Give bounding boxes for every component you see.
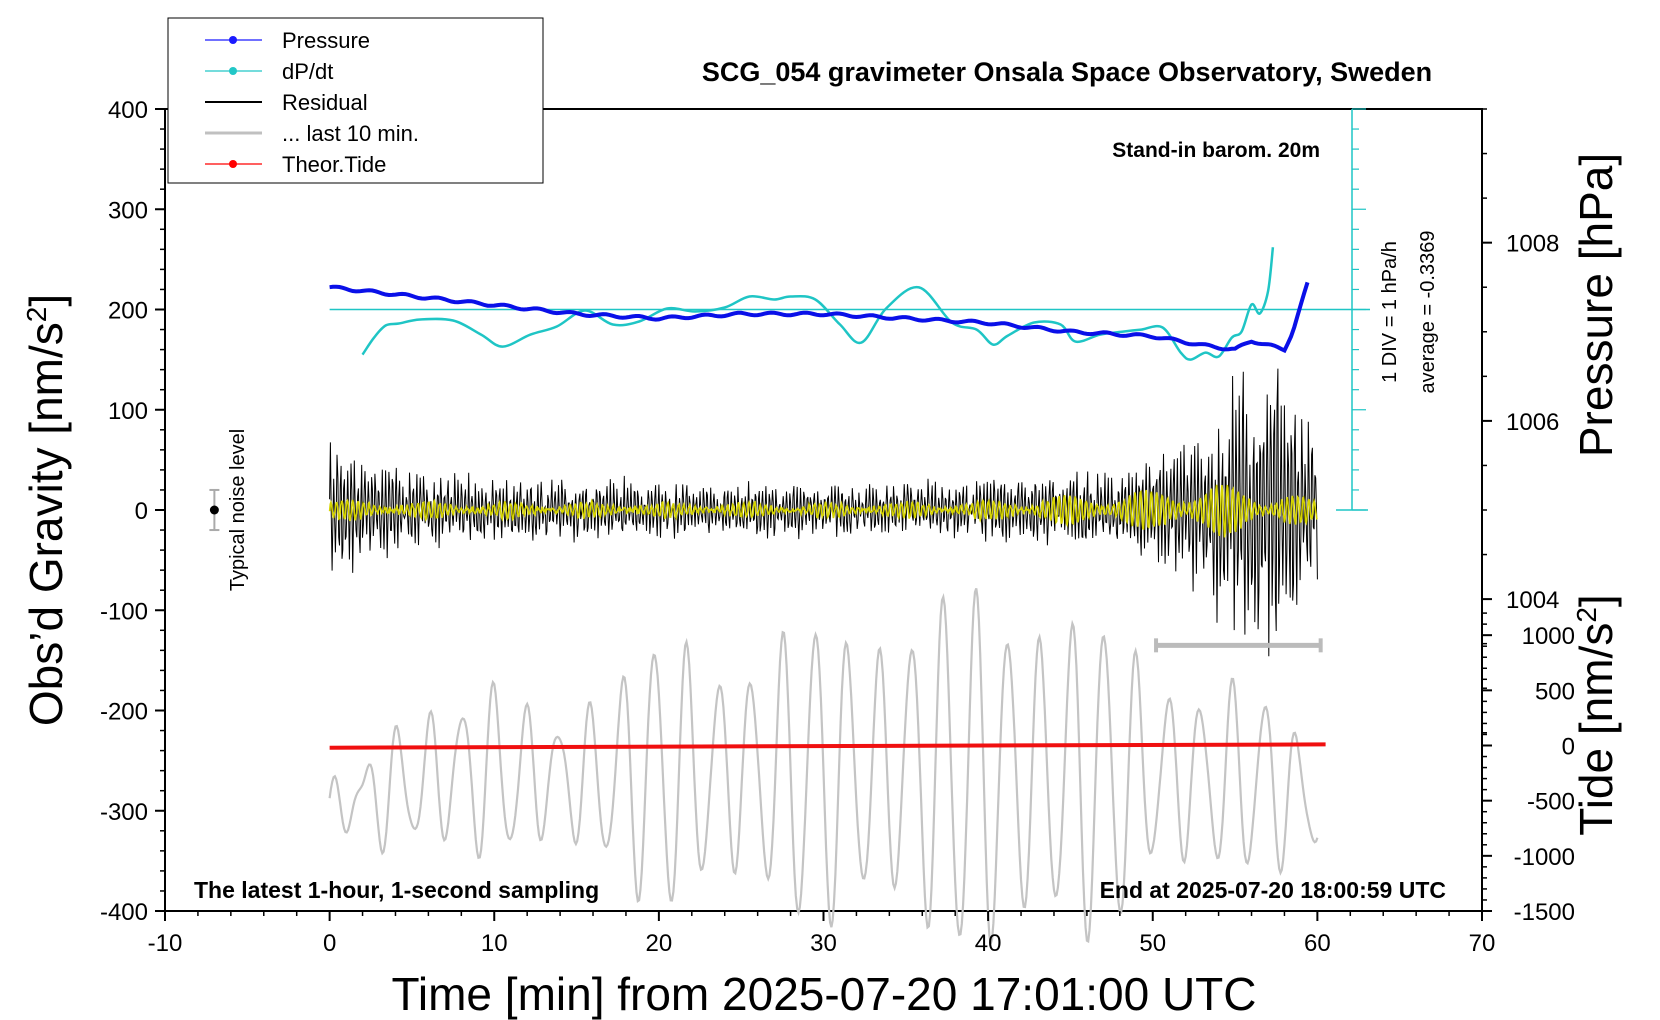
gray-signal-line [328,588,1319,944]
legend: Pressure dP/dt Residual ... last 10 min. The… [167,17,544,184]
y-tick-label: -200 [100,699,148,726]
x-tick-label: -10 [148,930,183,957]
legend-label: Residual [282,90,368,115]
x-tick-label: 60 [1304,930,1331,957]
y-tick-label: 300 [108,197,148,224]
x-tick-label: 70 [1469,930,1496,957]
tide-tick-label: -1500 [1514,899,1575,926]
pressure-tick-label: 1004 [1506,587,1559,614]
pressure-axis-title: Pressure [hPa] [1570,153,1622,457]
tide-line [329,742,1326,750]
pressure-line [329,281,1310,354]
y-tick-label: -300 [100,799,148,826]
y-axis-title-sup: 2 [21,307,52,323]
x-axis-title: Time [min] from 2025-07-20 17:01:00 UTC [392,968,1257,1020]
legend-label: Theor.Tide [282,152,386,177]
x-tick-label: 0 [323,930,336,957]
bottom-left-note: The latest 1-hour, 1-second sampling [194,877,599,903]
pressure-tick-label: 1006 [1506,409,1559,436]
tide-tick-label: -500 [1527,789,1575,816]
tide-axis-title-sup: 2 [1571,607,1602,623]
x-tick-label: 40 [975,930,1002,957]
legend-swatch-marker [229,160,237,168]
dpdt-scale-note: 1 DIV = 1 hPa/h [1379,241,1401,383]
x-tick-label: 20 [646,930,673,957]
y-axis-title-close: ] [20,294,72,307]
legend-box [167,17,544,184]
tide-tick-label: -1000 [1514,844,1575,871]
legend-label: dP/dt [282,59,333,84]
tide-tick-label: 0 [1562,734,1575,761]
noise-level-label: Typical noise level [227,429,249,591]
data-layer [209,108,1370,944]
x-tick-label: 10 [481,930,508,957]
y-tick-label: 0 [135,498,148,525]
pressure-tick-label: 1008 [1506,231,1559,258]
y-tick-label: -400 [100,899,148,926]
bottom-right-note: End at 2025-07-20 18:00:59 UTC [1100,877,1446,903]
noise-point [209,505,219,515]
y-axis-title: Obs’d Gravity [nm/s2] [20,294,72,726]
chart-title: SCG_054 gravimeter Onsala Space Observat… [702,57,1432,87]
y-tick-label: 200 [108,298,148,325]
dpdt-average-note: average = -0.3369 [1417,231,1439,394]
residual-line [329,368,1318,657]
tide-tick-label: 500 [1535,678,1575,705]
x-tick-label: 30 [810,930,837,957]
x-tick-label: 50 [1139,930,1166,957]
tide-axis-title-close: ] [1570,594,1622,607]
legend-label: Pressure [282,28,370,53]
tide-axis-title: Tide [nm/s2] [1570,594,1622,835]
dpdt-line [361,247,1275,361]
tide-tick-label: 1000 [1522,623,1575,650]
y-tick-label: 100 [108,398,148,425]
legend-label: ... last 10 min. [282,121,419,146]
y-axis-title-text: Obs’d Gravity [nm/s [20,322,72,726]
axes-layer: -10 0 10 20 30 40 50 60 70-400-300-200-100010020… [100,97,1575,957]
legend-swatch-marker [229,36,237,44]
y-tick-label: 400 [108,97,148,124]
legend-swatch-marker [229,67,237,75]
chart-subtitle: Stand-in barom. 20m [1112,139,1320,162]
filtered-line [328,484,1318,538]
tide-axis-title-text: Tide [nm/s [1570,623,1622,836]
y-tick-label: -100 [100,598,148,625]
